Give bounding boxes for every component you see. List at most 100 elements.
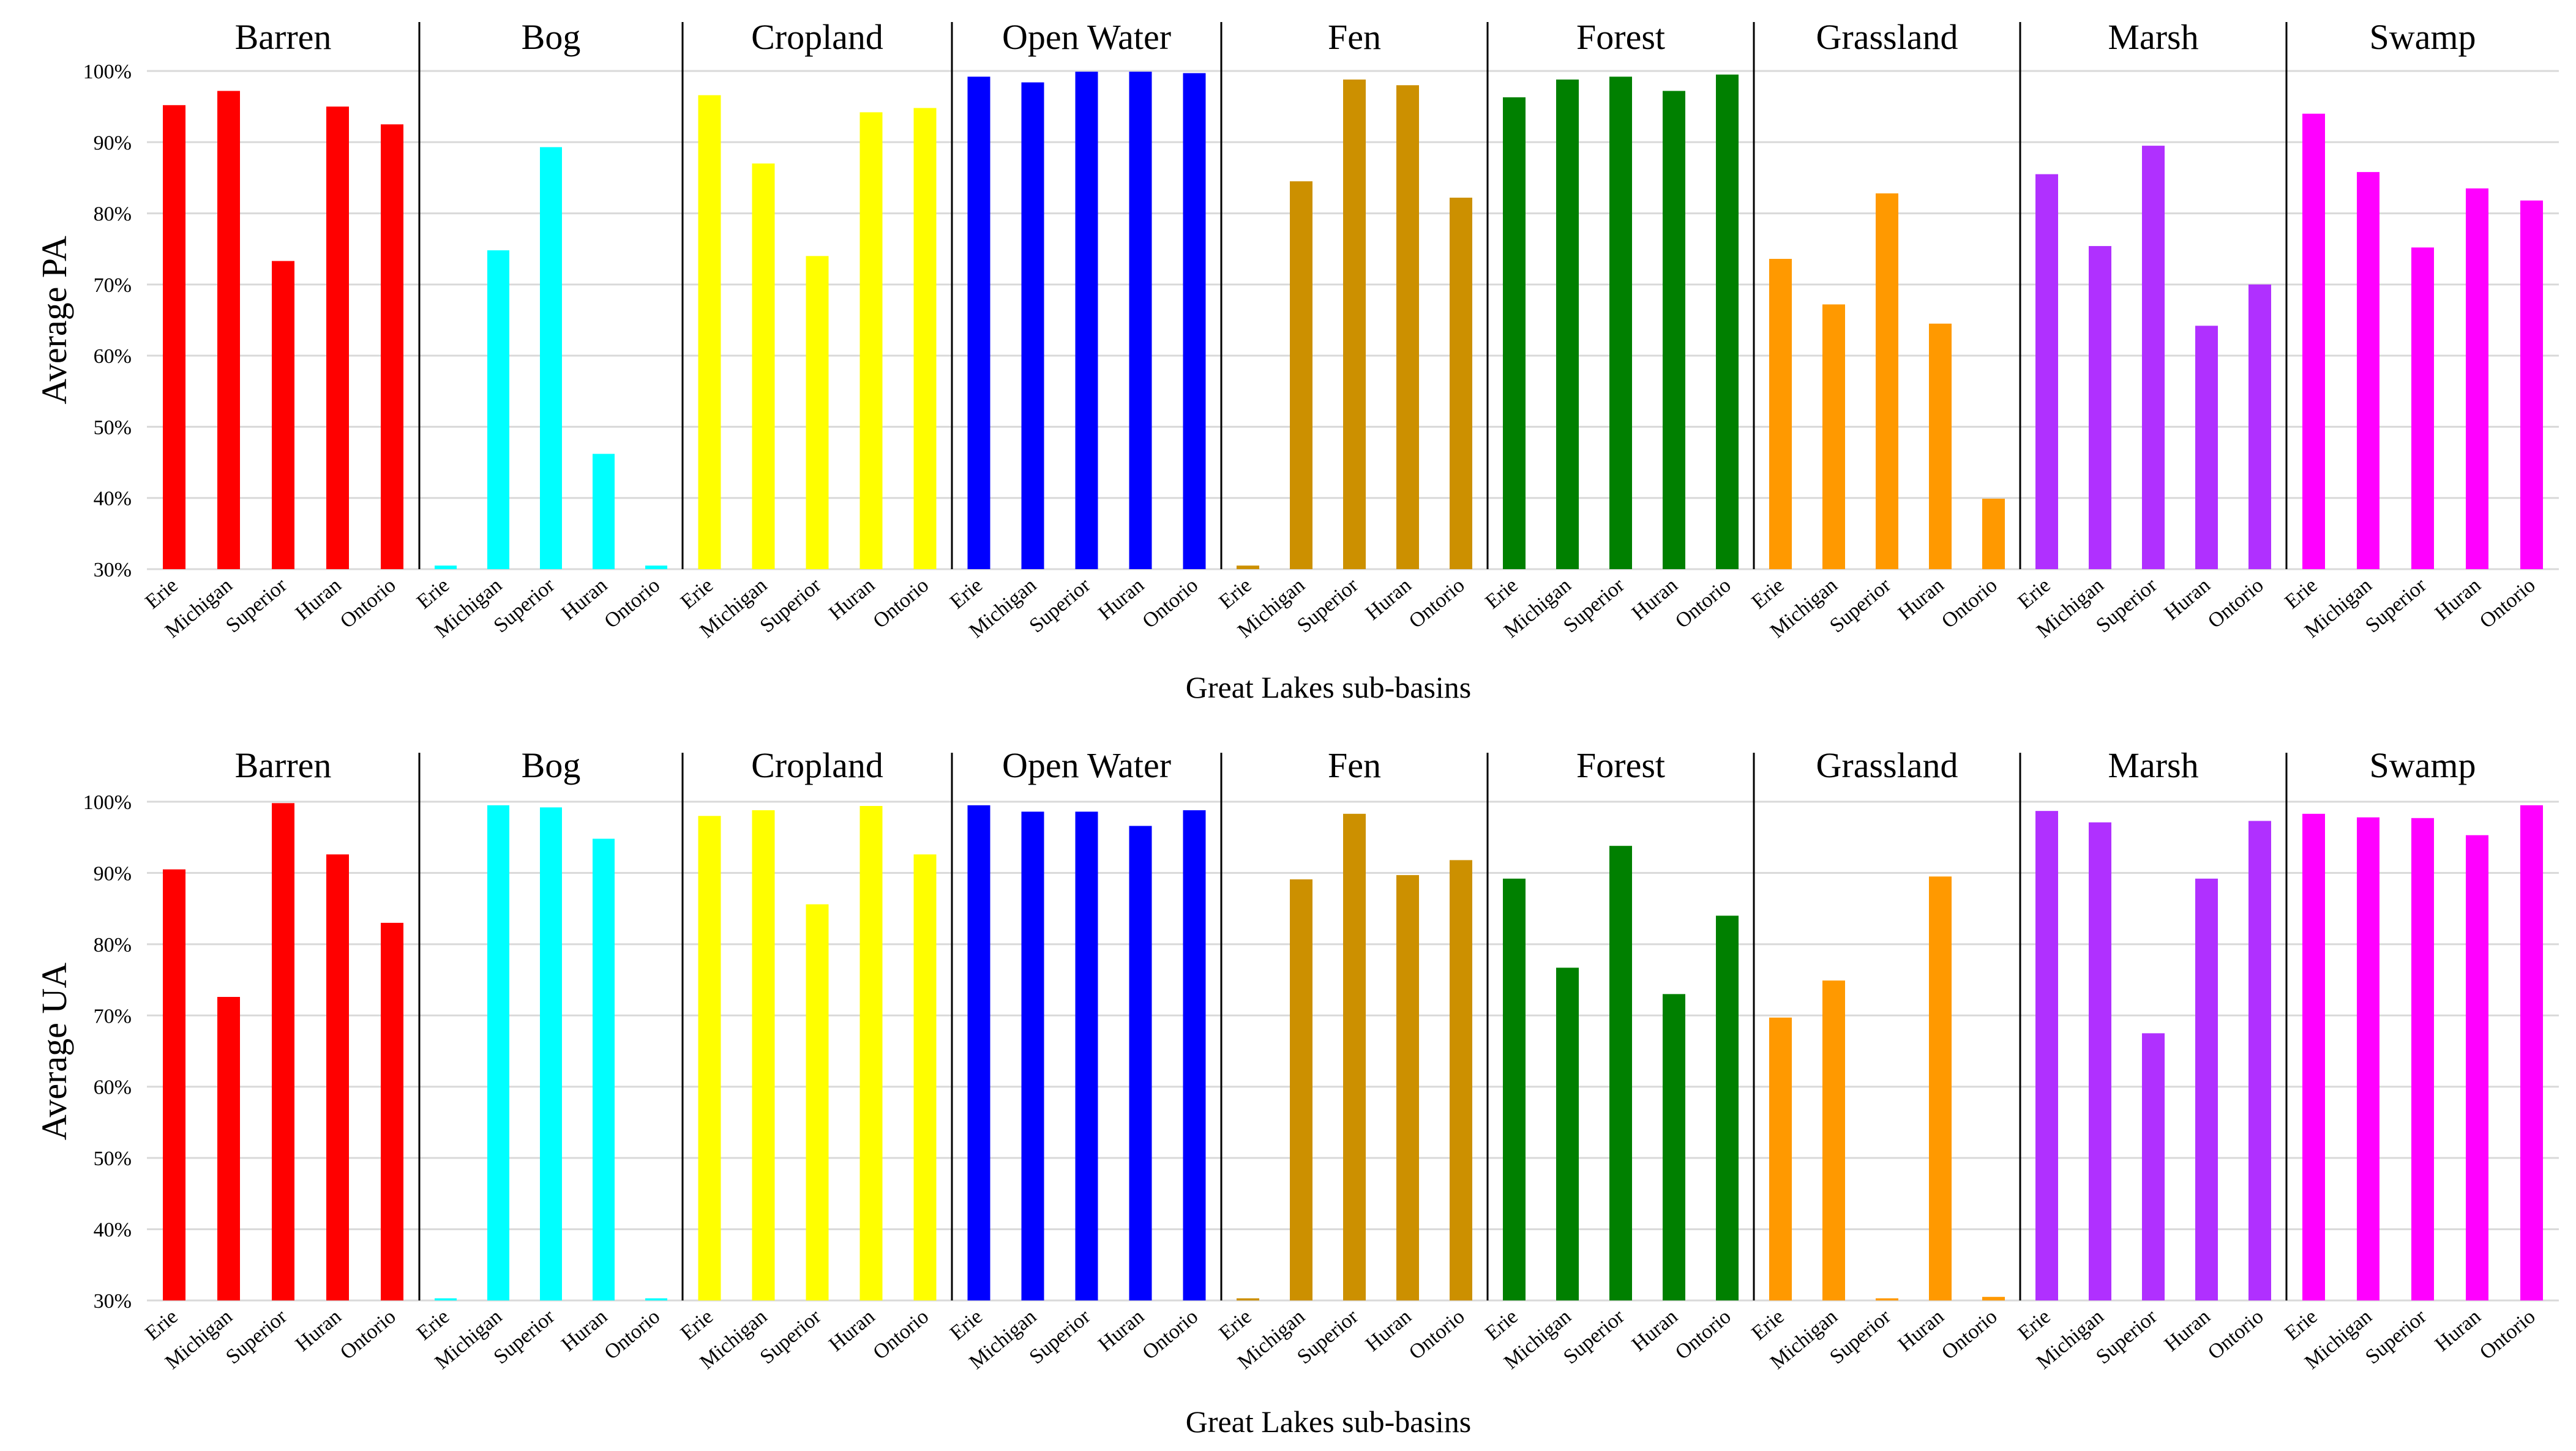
y-tick-label: 30%: [94, 559, 132, 581]
bar-bog-ontorio: [645, 565, 667, 569]
bar-marsh-superior: [2142, 146, 2165, 570]
x-tick-label: Ontorio: [2476, 1305, 2540, 1364]
x-tick-label: Superior: [2361, 573, 2431, 637]
y-tick-label: 70%: [94, 274, 132, 297]
bar-grassland-superior: [1876, 193, 1898, 569]
bar-swamp-superior: [2411, 247, 2434, 570]
x-tick-label: Ontorio: [1938, 574, 2002, 633]
x-tick-label: Ontorio: [600, 574, 664, 633]
bar-open-water-erie: [967, 805, 990, 1300]
bar-bog-superior: [540, 147, 562, 569]
x-tick-label: Erie: [1215, 1305, 1256, 1345]
bar-swamp-michigan: [2357, 817, 2379, 1300]
y-tick-label: 40%: [94, 1219, 132, 1242]
bar-barren-erie: [163, 869, 185, 1300]
x-tick-label: Erie: [1215, 574, 1256, 614]
panel-title: Swamp: [2370, 745, 2476, 785]
y-tick-label: 40%: [94, 488, 132, 510]
bar-cropland-erie: [698, 95, 721, 570]
bar-barren-ontorio: [381, 922, 403, 1300]
x-tick-label: Superior: [1293, 573, 1363, 637]
bar-grassland-michigan: [1822, 304, 1845, 569]
bar-open-water-huran: [1129, 826, 1152, 1300]
bar-cropland-ontorio: [913, 108, 937, 569]
x-tick-label: Ontorio: [869, 574, 933, 633]
y-tick-label: 70%: [94, 1005, 132, 1028]
y-tick-label: 60%: [94, 345, 132, 368]
x-tick-label: Superior: [222, 573, 291, 637]
x-tick-label: Superior: [1293, 1305, 1363, 1368]
panel-title: Fen: [1328, 745, 1381, 785]
x-tick-label: Superior: [756, 573, 826, 637]
x-tick-label: Erie: [1747, 1305, 1788, 1345]
y-tick-label: 80%: [94, 934, 132, 957]
x-tick-label: Ontorio: [2204, 1305, 2268, 1364]
bar-forest-ontorio: [1716, 916, 1739, 1300]
bar-bog-ontorio: [645, 1298, 667, 1300]
bar-cropland-erie: [698, 816, 721, 1300]
bar-fen-erie: [1237, 1298, 1259, 1300]
bar-barren-michigan: [217, 997, 240, 1300]
x-tick-label: Erie: [413, 574, 454, 614]
bar-fen-superior: [1343, 79, 1366, 569]
x-axis-title: Great Lakes sub-basins: [1186, 670, 1472, 704]
panel-title: Marsh: [2108, 745, 2198, 785]
bar-swamp-huran: [2466, 835, 2488, 1300]
x-tick-label: Ontorio: [1405, 574, 1469, 633]
bar-grassland-erie: [1769, 1017, 1792, 1300]
bar-barren-huran: [326, 106, 349, 570]
x-tick-label: Ontorio: [1138, 1305, 1202, 1364]
bar-forest-huran: [1663, 91, 1685, 569]
panel-title: Barren: [235, 745, 332, 785]
x-tick-label: Ontorio: [869, 1305, 933, 1364]
bar-bog-erie: [435, 565, 457, 569]
bar-fen-ontorio: [1450, 197, 1472, 569]
x-tick-label: Ontorio: [1138, 574, 1202, 633]
bar-marsh-huran: [2195, 878, 2218, 1300]
bar-barren-huran: [326, 854, 349, 1300]
bar-bog-huran: [593, 453, 615, 569]
bar-cropland-ontorio: [913, 854, 937, 1300]
bar-open-water-ontorio: [1183, 810, 1206, 1300]
y-axis-title: Average PA: [34, 236, 74, 405]
bar-open-water-ontorio: [1183, 73, 1206, 569]
bar-swamp-superior: [2411, 818, 2434, 1300]
bar-forest-superior: [1609, 76, 1632, 569]
x-tick-label: Erie: [141, 574, 182, 614]
y-tick-label: 100%: [83, 791, 132, 814]
y-tick-label: 50%: [94, 1147, 132, 1170]
x-tick-label: Erie: [946, 1305, 987, 1345]
bar-open-water-huran: [1129, 72, 1152, 570]
bar-marsh-michigan: [2089, 246, 2111, 569]
bar-marsh-erie: [2035, 174, 2058, 570]
x-tick-label: Superior: [2092, 1305, 2162, 1368]
bar-cropland-huran: [859, 112, 883, 570]
x-tick-label: Erie: [2013, 574, 2054, 614]
bar-forest-superior: [1609, 846, 1632, 1300]
y-tick-label: 30%: [94, 1290, 132, 1313]
x-tick-label: Superior: [2092, 573, 2162, 637]
bar-grassland-huran: [1929, 323, 1952, 569]
panel-title: Swamp: [2370, 17, 2476, 57]
bar-barren-superior: [272, 261, 294, 569]
bar-barren-michigan: [217, 91, 240, 569]
y-tick-label: 90%: [94, 862, 132, 885]
bar-open-water-michigan: [1021, 811, 1044, 1300]
x-tick-label: Erie: [141, 1305, 182, 1345]
x-tick-label: Superior: [1559, 1305, 1629, 1368]
x-tick-label: Erie: [676, 1305, 717, 1345]
x-tick-label: Ontorio: [1671, 574, 1735, 633]
bar-fen-erie: [1237, 565, 1259, 569]
x-tick-label: Ontorio: [600, 1305, 664, 1364]
bar-open-water-michigan: [1021, 82, 1044, 569]
x-tick-label: Ontorio: [2204, 574, 2268, 633]
x-tick-label: Superior: [1559, 573, 1629, 637]
bar-forest-erie: [1503, 878, 1526, 1300]
y-tick-label: 80%: [94, 203, 132, 226]
bar-swamp-huran: [2466, 188, 2488, 569]
panel-title: Cropland: [751, 17, 883, 57]
bar-swamp-erie: [2302, 113, 2325, 569]
x-tick-label: Erie: [946, 574, 987, 614]
bar-grassland-michigan: [1822, 980, 1845, 1300]
